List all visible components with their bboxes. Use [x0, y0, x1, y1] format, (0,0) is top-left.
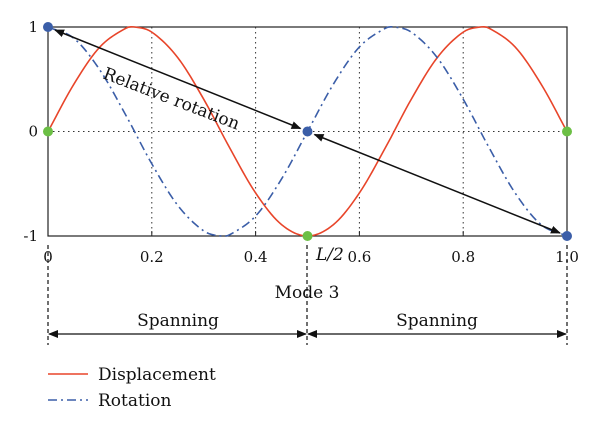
relative-rotation-label: Relative rotation — [100, 64, 242, 134]
node-marker-2 — [302, 126, 313, 137]
half-length-label: L/2 — [315, 245, 344, 265]
y-tick-label-0: 1 — [28, 18, 38, 36]
relative-rotation-arrow-right — [313, 133, 561, 234]
node-marker-4 — [562, 126, 572, 137]
x-tick-label-4: 0.8 — [451, 248, 475, 266]
node-marker-0 — [43, 22, 53, 32]
y-tick-label-1: 0 — [28, 123, 38, 141]
x-tick-label-2: 0.4 — [244, 248, 268, 266]
markers — [43, 22, 572, 241]
legend-label-rotation: Rotation — [98, 391, 172, 411]
tick-labels: 0 0.2 0.4 0.6 0.8 1.0 1 0 -1 — [23, 18, 579, 266]
x-tick-label-5: 1.0 — [555, 248, 579, 266]
x-axis-label: Mode 3 — [275, 283, 340, 303]
span-label-right: Spanning — [396, 311, 478, 331]
legend: Displacement Rotation — [48, 365, 216, 411]
node-marker-1 — [43, 126, 53, 137]
node-marker-3 — [302, 231, 313, 241]
x-tick-label-0: 0 — [43, 248, 53, 266]
node-marker-5 — [562, 231, 572, 241]
relative-rotation-arrow-left — [54, 29, 302, 130]
legend-label-displacement: Displacement — [98, 365, 216, 385]
span-label-left: Spanning — [137, 311, 219, 331]
y-tick-label-2: -1 — [23, 227, 38, 245]
x-tick-label-3: 0.6 — [347, 248, 371, 266]
x-tick-label-1: 0.2 — [140, 248, 164, 266]
